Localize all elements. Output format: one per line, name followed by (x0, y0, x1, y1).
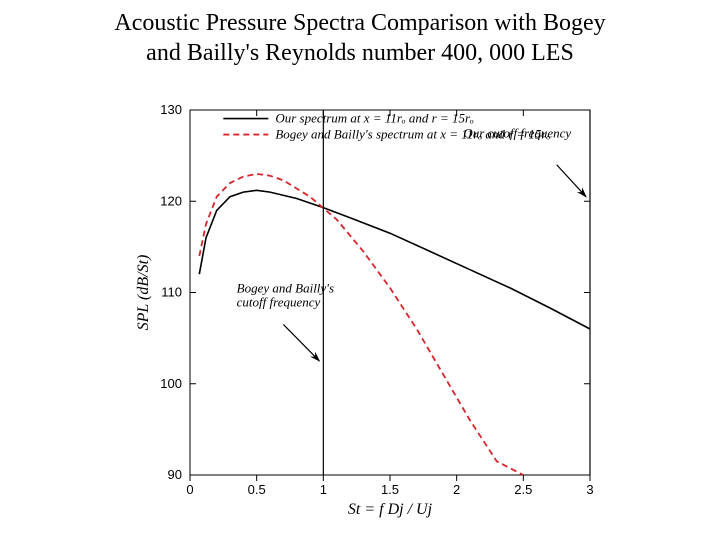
svg-text:130: 130 (160, 102, 182, 117)
svg-text:90: 90 (168, 467, 182, 482)
y-axis-label: SPL (dB/St) (135, 255, 152, 331)
svg-text:2.5: 2.5 (514, 482, 532, 497)
svg-text:0.5: 0.5 (248, 482, 266, 497)
title-line-2: and Bailly's Reynolds number 400, 000 LE… (146, 40, 574, 66)
svg-text:100: 100 (160, 376, 182, 391)
slide-title: Acoustic Pressure Spectra Comparison wit… (0, 8, 720, 68)
legend-label-ours: Our spectrum at x = 11rₒ and r = 15rₒ (275, 111, 474, 126)
svg-text:cutoff frequency: cutoff frequency (237, 295, 321, 310)
annotation-arrow-bogey-cutoff (283, 324, 319, 361)
series-bogey (199, 174, 523, 475)
svg-text:110: 110 (161, 285, 182, 300)
x-axis-label: St = f Dj / Uj (348, 501, 433, 518)
svg-text:3: 3 (586, 482, 593, 497)
svg-text:1.5: 1.5 (381, 482, 399, 497)
annotation-arrow-our-cutoff (557, 165, 586, 197)
annotation-bogey-cutoff: Bogey and Bailly's (237, 281, 334, 296)
title-line-1: Acoustic Pressure Spectra Comparison wit… (114, 10, 605, 36)
legend-label-bogey: Bogey and Bailly's spectrum at x = 11rₒ … (275, 127, 550, 142)
svg-text:1: 1 (320, 482, 327, 497)
svg-text:120: 120 (160, 193, 182, 208)
svg-text:0: 0 (186, 482, 193, 497)
svg-text:2: 2 (453, 482, 460, 497)
spectra-chart: 0 0.5 1 1.5 2 2.5 3 90 100 110 120 130 St = f Dj / U… (130, 100, 600, 520)
